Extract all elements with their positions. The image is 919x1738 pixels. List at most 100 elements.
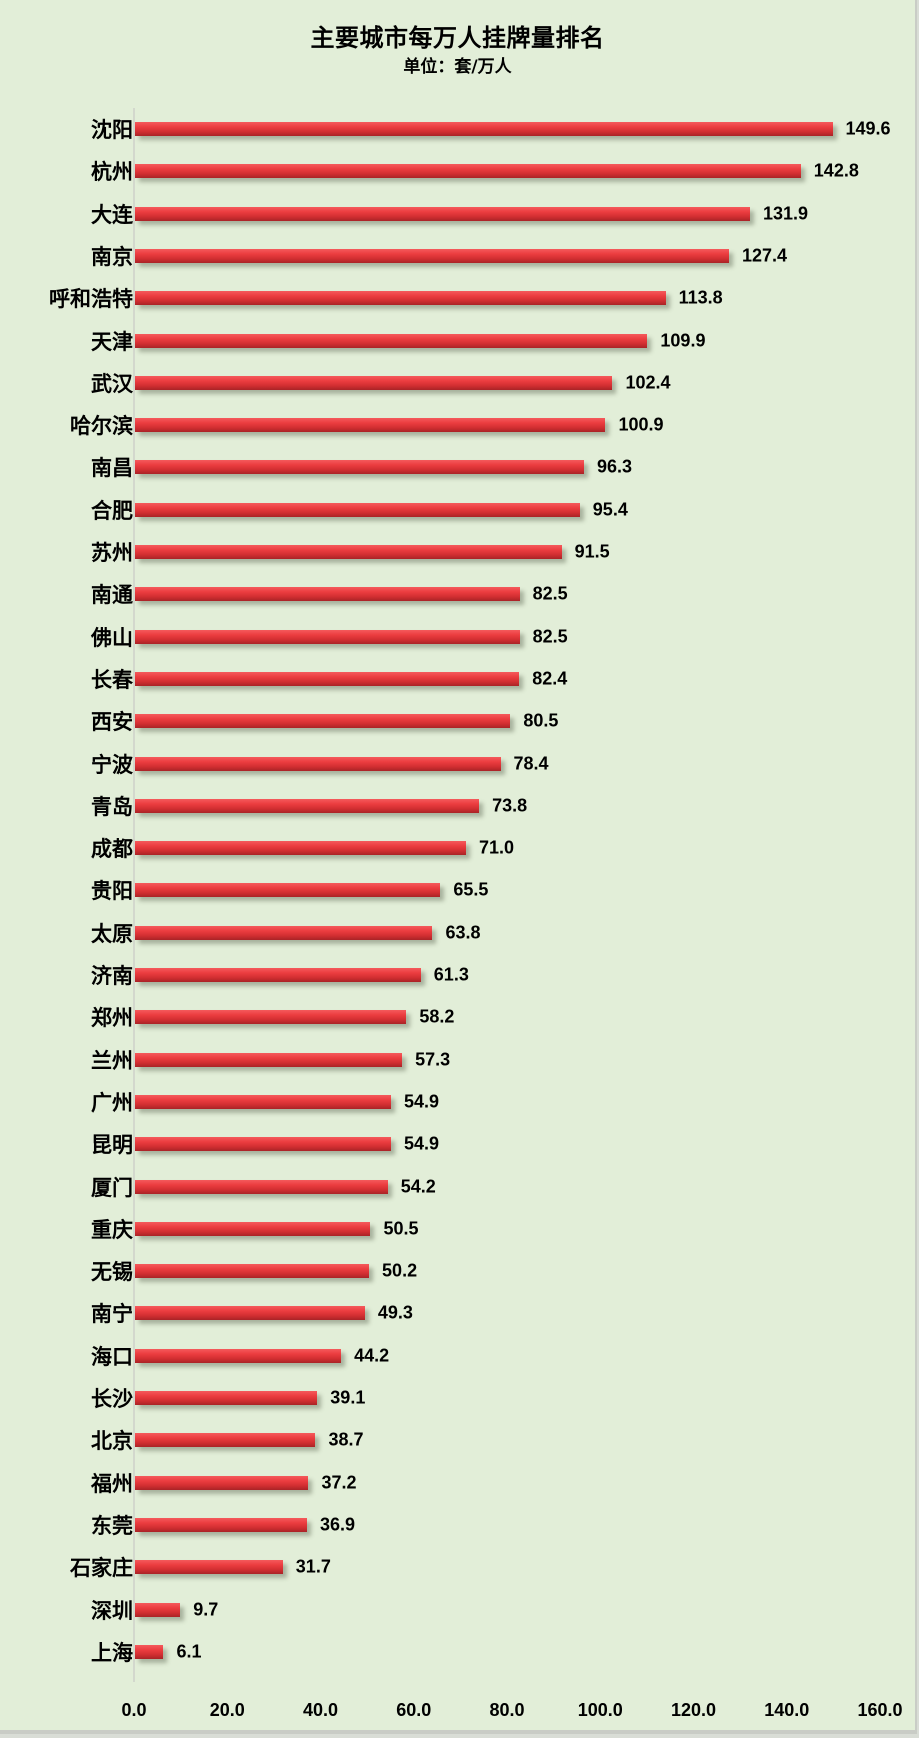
category-label: 杭州 (91, 160, 133, 185)
category-label: 上海 (91, 1640, 133, 1665)
x-tick-label: 120.0 (670, 1700, 717, 1720)
bar (135, 925, 433, 940)
bar-row: 青岛 73.8 (0, 785, 917, 827)
bar-row: 哈尔滨 100.9 (0, 404, 917, 446)
value-label: 58.2 (419, 1006, 455, 1027)
value-label: 65.5 (453, 879, 489, 900)
value-label: 102.4 (625, 372, 671, 393)
category-label: 大连 (91, 202, 133, 227)
bar-row: 贵阳 65.5 (0, 869, 917, 911)
value-label: 61.3 (433, 964, 469, 985)
category-label: 天津 (91, 329, 133, 354)
chart-subtitle: 单位：套/万人 (403, 57, 512, 77)
category-label: 长春 (91, 667, 133, 692)
bar (135, 714, 511, 729)
bar-row: 海口 44.2 (0, 1335, 917, 1377)
value-label: 149.6 (845, 118, 891, 139)
bar (135, 1560, 283, 1575)
bar-row: 石家庄 31.7 (0, 1546, 917, 1588)
bar-row: 济南 61.3 (0, 954, 917, 996)
category-label: 厦门 (91, 1175, 133, 1200)
category-label: 沈阳 (91, 118, 133, 142)
bar (135, 122, 833, 136)
bar-row: 上海 6.1 (0, 1631, 917, 1673)
category-label: 南昌 (91, 456, 133, 481)
bar (135, 333, 648, 348)
bar-row: 太原 63.8 (0, 912, 917, 954)
value-label: 50.5 (383, 1218, 419, 1239)
bar-row: 南昌 96.3 (0, 446, 917, 488)
value-label: 82.5 (532, 626, 568, 647)
category-label: 北京 (91, 1429, 133, 1454)
category-label: 南通 (91, 583, 133, 608)
category-label: 昆明 (91, 1133, 133, 1158)
value-label: 131.9 (762, 203, 809, 224)
value-label: 54.2 (400, 1176, 436, 1196)
bar (135, 1348, 342, 1363)
bar-row: 北京 38.7 (0, 1419, 917, 1461)
bar (135, 206, 750, 221)
x-tick-label: 20.0 (209, 1700, 245, 1720)
value-label: 63.8 (445, 922, 481, 943)
category-label: 广州 (91, 1090, 133, 1115)
bar (135, 841, 467, 856)
category-label: 苏州 (91, 541, 133, 565)
bar-row: 南通 82.5 (0, 573, 917, 615)
bar (135, 798, 480, 813)
bar (135, 883, 441, 898)
bar (135, 502, 580, 517)
x-tick-label: 100.0 (577, 1700, 623, 1720)
category-label: 无锡 (91, 1260, 133, 1285)
category-label: 贵阳 (91, 879, 133, 904)
category-label: 成都 (91, 837, 133, 862)
category-label: 青岛 (91, 794, 133, 819)
category-label: 南京 (91, 244, 133, 269)
value-label: 9.7 (193, 1599, 219, 1619)
bar-row: 兰州 57.3 (0, 1039, 917, 1081)
bar-row: 郑州 58.2 (0, 996, 917, 1038)
bar (135, 968, 421, 982)
bar (135, 629, 520, 644)
category-label: 济南 (91, 964, 133, 988)
value-label: 37.2 (321, 1472, 357, 1493)
bar-row: 深圳 9.7 (0, 1589, 917, 1631)
value-label: 54.9 (403, 1091, 440, 1112)
bar (135, 671, 520, 686)
bar-row: 呼和浩特 113.8 (0, 277, 917, 319)
bar (135, 1602, 181, 1617)
bar-row: 大连 131.9 (0, 193, 917, 235)
value-label: 142.8 (813, 160, 859, 181)
x-tick-label: 60.0 (396, 1700, 432, 1720)
category-label: 福州 (91, 1471, 133, 1496)
bar-row: 广州 54.9 (0, 1081, 917, 1123)
bar-row: 南京 127.4 (0, 235, 917, 277)
bar (135, 1052, 403, 1067)
category-label: 哈尔滨 (70, 414, 133, 439)
category-label: 深圳 (91, 1598, 133, 1623)
bar-row: 长春 82.4 (0, 658, 917, 700)
category-label: 石家庄 (70, 1556, 133, 1581)
value-label: 31.7 (295, 1556, 331, 1577)
bar (135, 1264, 370, 1279)
category-label: 南宁 (91, 1302, 133, 1327)
bar (135, 164, 801, 179)
bar (135, 587, 520, 602)
x-tick-label: 0.0 (121, 1700, 147, 1720)
bar (135, 418, 606, 433)
value-label: 95.4 (592, 499, 628, 520)
bar (135, 756, 501, 771)
category-label: 太原 (91, 921, 133, 946)
bar-row: 佛山 82.5 (0, 616, 917, 658)
value-label: 71.0 (479, 837, 515, 858)
value-label: 73.8 (492, 795, 528, 816)
bar-row: 成都 71.0 (0, 827, 917, 869)
chart-title: 主要城市每万人挂牌量排名 (310, 24, 605, 52)
bar (135, 1221, 371, 1236)
category-label: 合肥 (91, 498, 133, 523)
bar (135, 1433, 316, 1448)
category-label: 宁波 (91, 752, 133, 777)
bar-row: 长沙 39.1 (0, 1377, 917, 1419)
bar-row: 福州 37.2 (0, 1462, 917, 1504)
bar (135, 1179, 388, 1194)
